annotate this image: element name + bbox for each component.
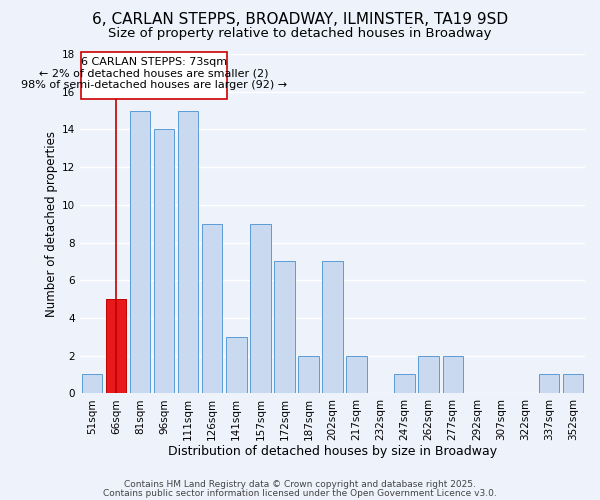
Bar — [154, 130, 175, 394]
Bar — [418, 356, 439, 394]
Bar — [202, 224, 223, 394]
Text: 6 CARLAN STEPPS: 73sqm: 6 CARLAN STEPPS: 73sqm — [81, 58, 227, 68]
Bar — [298, 356, 319, 394]
Text: Contains public sector information licensed under the Open Government Licence v3: Contains public sector information licen… — [103, 488, 497, 498]
Bar — [394, 374, 415, 394]
Text: Size of property relative to detached houses in Broadway: Size of property relative to detached ho… — [108, 28, 492, 40]
Bar — [130, 110, 151, 394]
Bar — [178, 110, 199, 394]
FancyBboxPatch shape — [81, 52, 227, 99]
Text: 98% of semi-detached houses are larger (92) →: 98% of semi-detached houses are larger (… — [21, 80, 287, 90]
Text: 6, CARLAN STEPPS, BROADWAY, ILMINSTER, TA19 9SD: 6, CARLAN STEPPS, BROADWAY, ILMINSTER, T… — [92, 12, 508, 28]
Bar — [82, 374, 102, 394]
Bar — [346, 356, 367, 394]
Bar — [250, 224, 271, 394]
Bar — [443, 356, 463, 394]
Text: ← 2% of detached houses are smaller (2): ← 2% of detached houses are smaller (2) — [39, 69, 269, 79]
Bar — [539, 374, 559, 394]
Bar — [322, 262, 343, 394]
Bar — [106, 299, 126, 394]
Text: Contains HM Land Registry data © Crown copyright and database right 2025.: Contains HM Land Registry data © Crown c… — [124, 480, 476, 489]
Bar — [226, 337, 247, 394]
X-axis label: Distribution of detached houses by size in Broadway: Distribution of detached houses by size … — [168, 444, 497, 458]
Bar — [563, 374, 583, 394]
Y-axis label: Number of detached properties: Number of detached properties — [44, 130, 58, 316]
Bar — [274, 262, 295, 394]
